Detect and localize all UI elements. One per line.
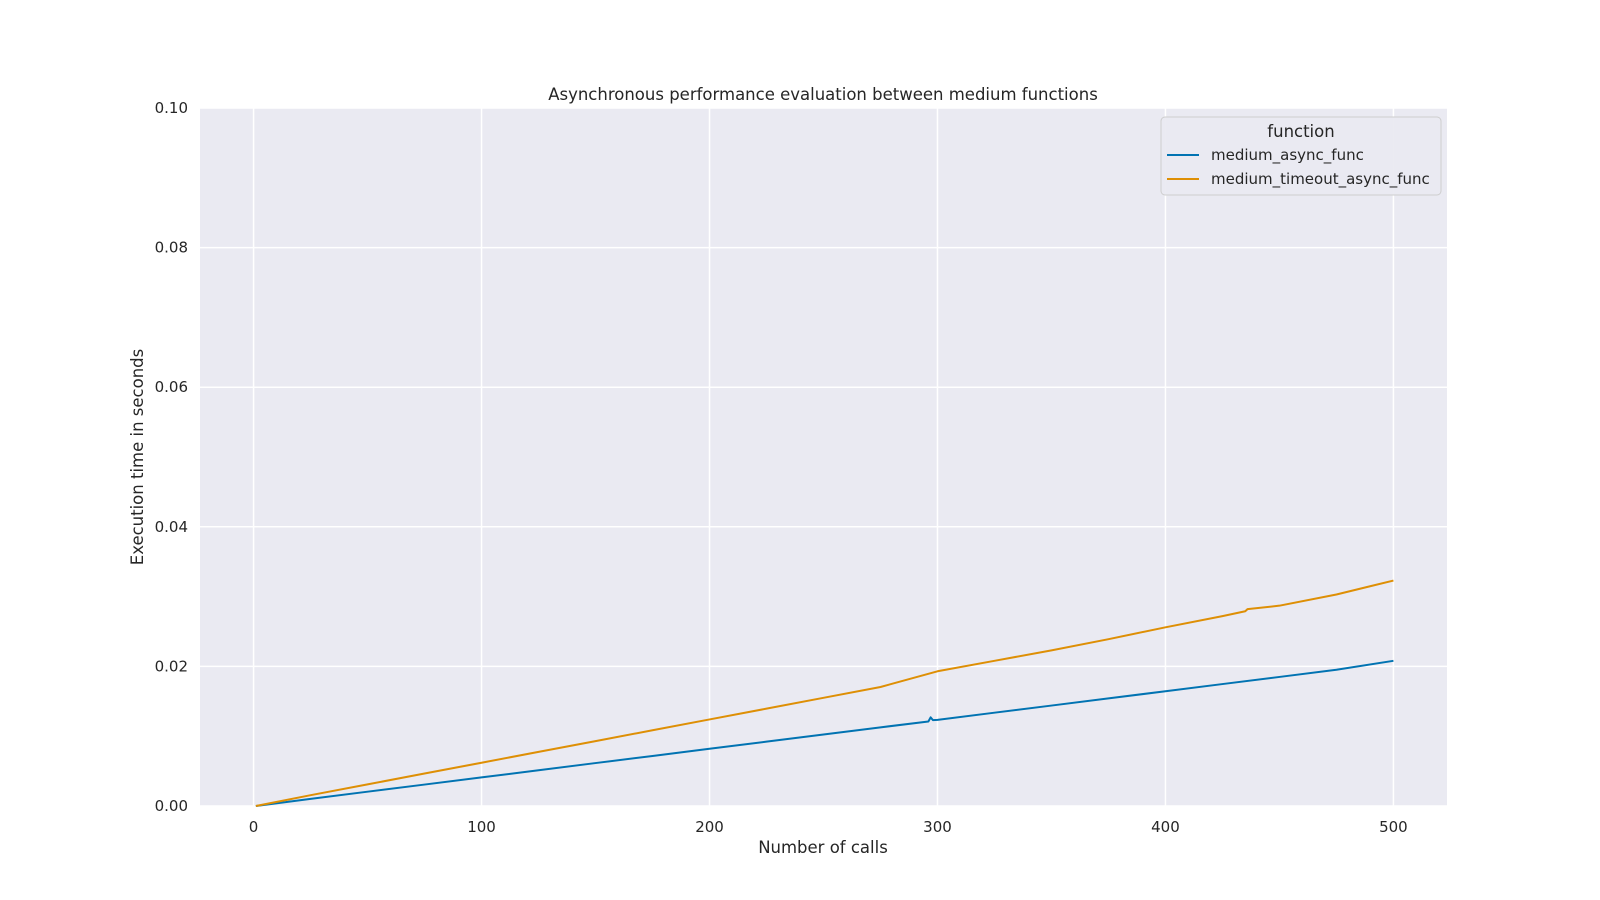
x-tick-label: 500 xyxy=(1379,818,1408,836)
y-tick-label: 0.00 xyxy=(155,797,188,815)
y-axis-ticks: 0.00 0.02 0.04 0.06 0.08 0.10 xyxy=(155,99,188,815)
y-tick-label: 0.08 xyxy=(155,239,188,257)
y-tick-label: 0.10 xyxy=(155,99,188,117)
legend-title: function xyxy=(1267,122,1334,141)
y-tick-label: 0.02 xyxy=(155,657,188,675)
series-line-medium-async-func xyxy=(255,659,1394,807)
legend-label-medium-async-func: medium_async_func xyxy=(1211,146,1364,165)
x-axis-ticks: 0 100 200 300 400 500 xyxy=(249,818,1408,836)
legend-label-medium-timeout-async-func: medium_timeout_async_func xyxy=(1211,170,1430,189)
x-tick-label: 100 xyxy=(467,818,496,836)
y-axis-title: Execution time in seconds xyxy=(128,349,147,565)
series-lines xyxy=(255,579,1394,807)
chart-title: Asynchronous performance evaluation betw… xyxy=(548,85,1098,104)
legend: function medium_async_func medium_timeou… xyxy=(1160,116,1442,196)
series-line-medium-timeout-async-func xyxy=(255,579,1394,807)
legend-box xyxy=(1160,116,1442,196)
plot-area xyxy=(200,108,1447,806)
x-tick-label: 300 xyxy=(923,818,952,836)
y-tick-label: 0.06 xyxy=(155,378,188,396)
x-tick-label: 400 xyxy=(1151,818,1180,836)
grid-lines xyxy=(200,107,1447,807)
y-tick-label: 0.04 xyxy=(155,518,188,536)
x-tick-label: 0 xyxy=(249,818,259,836)
x-axis-title: Number of calls xyxy=(758,838,888,857)
x-tick-label: 200 xyxy=(695,818,724,836)
